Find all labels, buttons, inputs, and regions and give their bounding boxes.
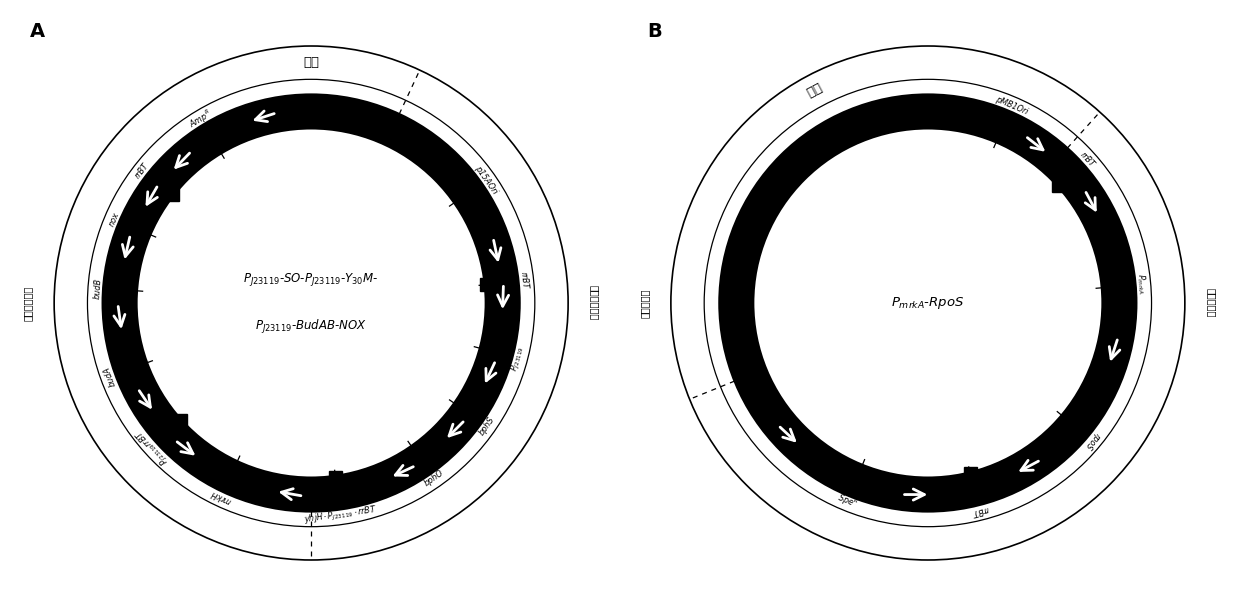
Bar	[166, 188, 178, 201]
Text: $P_{mrkA}$: $P_{mrkA}$	[1134, 273, 1149, 296]
Text: $Amp^R$: $Amp^R$	[187, 107, 216, 132]
Text: B: B	[647, 22, 662, 41]
Text: 左旋转概率: 左旋转概率	[639, 288, 649, 318]
Bar	[1052, 179, 1066, 191]
Text: $yhjH\cdot P_{J23119}\cdot$rrBT: $yhjH\cdot P_{J23119}\cdot$rrBT	[304, 504, 378, 527]
Text: 右旋转概率: 右旋转概率	[1206, 288, 1215, 318]
Text: $P_{J23119}$-BudAB-NOX: $P_{J23119}$-BudAB-NOX	[255, 318, 367, 336]
Bar	[173, 415, 187, 427]
Text: 右旋转概率甲: 右旋转概率甲	[590, 285, 600, 321]
Text: rrBT: rrBT	[134, 162, 151, 181]
Text: budA: budA	[102, 365, 118, 388]
Text: rpoS: rpoS	[1083, 431, 1101, 451]
Bar	[479, 278, 493, 291]
Text: $P_{J23119}$-SO-$P_{J23119}$-$Y_{30}$M-: $P_{J23119}$-SO-$P_{J23119}$-$Y_{30}$M-	[243, 271, 379, 288]
Text: 元件: 元件	[304, 56, 320, 69]
Text: $P_{J23119}$rrBT: $P_{J23119}$rrBT	[133, 425, 171, 467]
Bar	[964, 467, 978, 481]
Text: rrBT: rrBT	[1078, 150, 1097, 169]
Text: $P_{J23119}$: $P_{J23119}$	[508, 344, 528, 373]
Text: 左旋转概率乙: 左旋转概率乙	[24, 285, 33, 321]
Text: $P_{mrkA}$-RpoS: $P_{mrkA}$-RpoS	[891, 295, 964, 311]
Text: 元件: 元件	[805, 81, 825, 100]
Text: mrkH: mrkH	[209, 488, 233, 506]
Text: rrBT: rrBT	[519, 271, 529, 290]
Text: p15AOri: p15AOri	[473, 164, 499, 196]
Text: pMB1Ori: pMB1Ori	[994, 95, 1030, 117]
Text: bphS: bphS	[477, 415, 496, 437]
Text: $Spe^R$: $Spe^R$	[835, 491, 860, 512]
Text: A: A	[30, 22, 46, 41]
Text: nox: nox	[107, 211, 121, 228]
Bar	[330, 471, 342, 484]
Text: bphO: bphO	[422, 468, 445, 488]
Text: budB: budB	[92, 278, 103, 299]
Text: rrBT: rrBT	[970, 504, 989, 517]
